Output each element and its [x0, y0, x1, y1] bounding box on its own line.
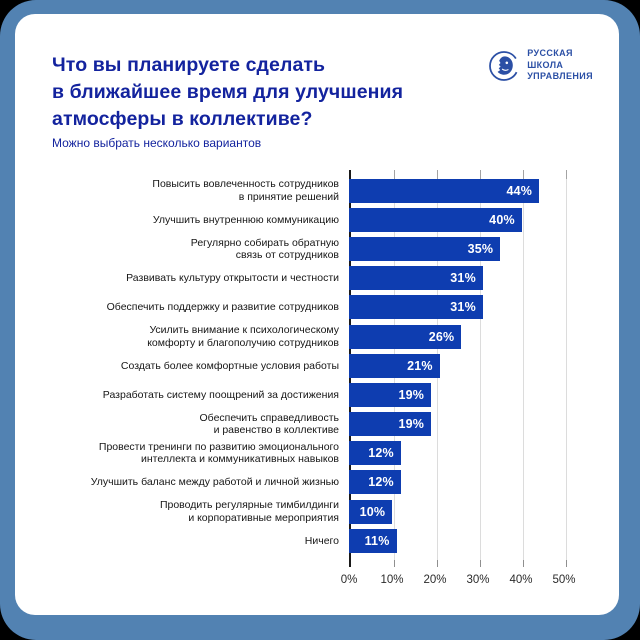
bar-value-label: 21%	[407, 358, 433, 373]
infographic-card: Что вы планируете сделать в ближайшее вр…	[15, 14, 619, 615]
category-label: Обеспечить справедливость и равенство в …	[199, 411, 340, 437]
bar-value-label: 26%	[428, 329, 455, 344]
bar: 31%	[349, 266, 483, 291]
rshu-logo: РУССКАЯ ШКОЛА УПРАВЛЕНИЯ	[488, 48, 593, 83]
x-tick-label: 20%	[423, 574, 447, 586]
gridline	[566, 170, 567, 560]
rshu-logo-text: РУССКАЯ ШКОЛА УПРАВЛЕНИЯ	[527, 48, 593, 82]
chart-row: Разработать систему поощрений за достиже…	[15, 380, 565, 409]
tick-mark	[480, 170, 481, 179]
bar-track: 21%	[349, 353, 565, 378]
tick-mark	[394, 560, 395, 567]
bar-track: 12%	[349, 441, 565, 466]
bar-value-label: 10%	[359, 504, 386, 519]
bar-value-label: 35%	[467, 241, 494, 256]
bar: 12%	[349, 470, 401, 495]
tick-mark	[394, 170, 395, 179]
bar: 21%	[349, 353, 440, 378]
category-label: Создать более комфортные условия работы	[120, 359, 339, 372]
chart-row: Повысить вовлеченность сотрудников в при…	[15, 176, 565, 205]
bar: 11%	[349, 528, 397, 553]
chart-row: Улучшить внутреннюю коммуникацию 40%	[15, 205, 565, 234]
chart-row: Обеспечить справедливость и равенство в …	[15, 410, 565, 439]
category-label: Улучшить внутреннюю коммуникацию	[152, 213, 339, 226]
bar-value-label: 19%	[398, 417, 425, 432]
x-tick-label: 50%	[552, 574, 576, 586]
bar: 44%	[349, 178, 540, 203]
bar: 40%	[349, 207, 522, 232]
bar: 31%	[349, 295, 483, 320]
chart-row: Регулярно собирать обратную связь от сот…	[15, 234, 565, 263]
tick-mark	[566, 560, 567, 567]
category-label: Улучшить баланс между работой и личной ж…	[90, 476, 339, 489]
gridline	[523, 170, 524, 560]
bar-track: 31%	[349, 266, 565, 291]
bar-rows: Повысить вовлеченность сотрудников в при…	[15, 176, 565, 555]
category-label: Развивать культуру открытости и честност…	[126, 271, 339, 284]
tick-mark	[437, 170, 438, 179]
profile-in-ring-icon	[488, 50, 520, 82]
tick-mark	[523, 170, 524, 179]
tick-mark	[480, 560, 481, 567]
chart-row: Усилить внимание к психологическому комф…	[15, 322, 565, 351]
bar-value-label: 44%	[506, 183, 533, 198]
bar-track: 19%	[349, 382, 565, 407]
bar-track: 35%	[349, 236, 565, 261]
x-tick-label: 30%	[466, 574, 490, 586]
bar: 10%	[349, 499, 393, 524]
bar: 35%	[349, 236, 501, 261]
bar-value-label: 11%	[364, 533, 390, 548]
bar-track: 11%	[349, 528, 565, 553]
x-axis: 0% 10% 20% 30% 40% 50%	[341, 574, 576, 590]
chart-row: Создать более комфортные условия работы 2…	[15, 351, 565, 380]
x-tick-label: 0%	[340, 574, 358, 586]
category-label: Ничего	[304, 534, 339, 547]
bar-value-label: 40%	[489, 212, 515, 227]
page-title: Что вы планируете сделать в ближайшее вр…	[52, 54, 404, 130]
chart-row: Ничего 11%	[15, 526, 565, 555]
bar: 19%	[349, 382, 432, 407]
chart-row: Развивать культуру открытости и честност…	[15, 264, 565, 293]
bar: 19%	[349, 412, 432, 437]
chart-row: Провести тренинги по развитию эмоциональ…	[15, 439, 565, 468]
tick-mark	[523, 560, 524, 567]
chart-row: Обеспечить поддержку и развитие сотрудни…	[15, 293, 565, 322]
chart-row: Улучшить баланс между работой и личной ж…	[15, 468, 565, 497]
category-label: Проводить регулярные тимбилдинги и корпо…	[159, 499, 339, 524]
bar-track: 12%	[349, 470, 565, 495]
tick-mark	[349, 560, 351, 567]
bar-value-label: 31%	[450, 271, 476, 286]
category-label: Разработать систему поощрений за достиже…	[102, 388, 339, 401]
bar: 26%	[349, 324, 462, 349]
bar-value-label: 19%	[398, 387, 425, 402]
bar-value-label: 31%	[450, 300, 476, 315]
bar-track: 40%	[349, 207, 565, 232]
bar-track: 19%	[349, 412, 565, 437]
bar-track: 10%	[349, 499, 565, 524]
tick-mark	[566, 170, 567, 179]
gridline	[480, 170, 481, 560]
x-tick-label: 10%	[380, 574, 404, 586]
page-subtitle: Можно выбрать несколько вариантов	[52, 136, 262, 150]
bar-track: 31%	[349, 295, 565, 320]
category-label: Усилить внимание к психологическому комф…	[147, 324, 339, 349]
tick-mark	[437, 560, 438, 567]
category-label: Повысить вовлеченность сотрудников в при…	[152, 178, 339, 203]
x-tick-label: 40%	[509, 574, 533, 586]
category-label: Обеспечить поддержку и развитие сотрудни…	[106, 301, 339, 314]
bar-track: 44%	[349, 178, 565, 203]
bar-value-label: 12%	[368, 446, 394, 461]
bar-track: 26%	[349, 324, 565, 349]
category-label: Регулярно собирать обратную связь от сот…	[190, 236, 339, 261]
bar-value-label: 12%	[368, 475, 394, 490]
bar: 12%	[349, 441, 401, 466]
category-label: Провести тренинги по развитию эмоциональ…	[98, 440, 339, 466]
chart-row: Проводить регулярные тимбилдинги и корпо…	[15, 497, 565, 526]
